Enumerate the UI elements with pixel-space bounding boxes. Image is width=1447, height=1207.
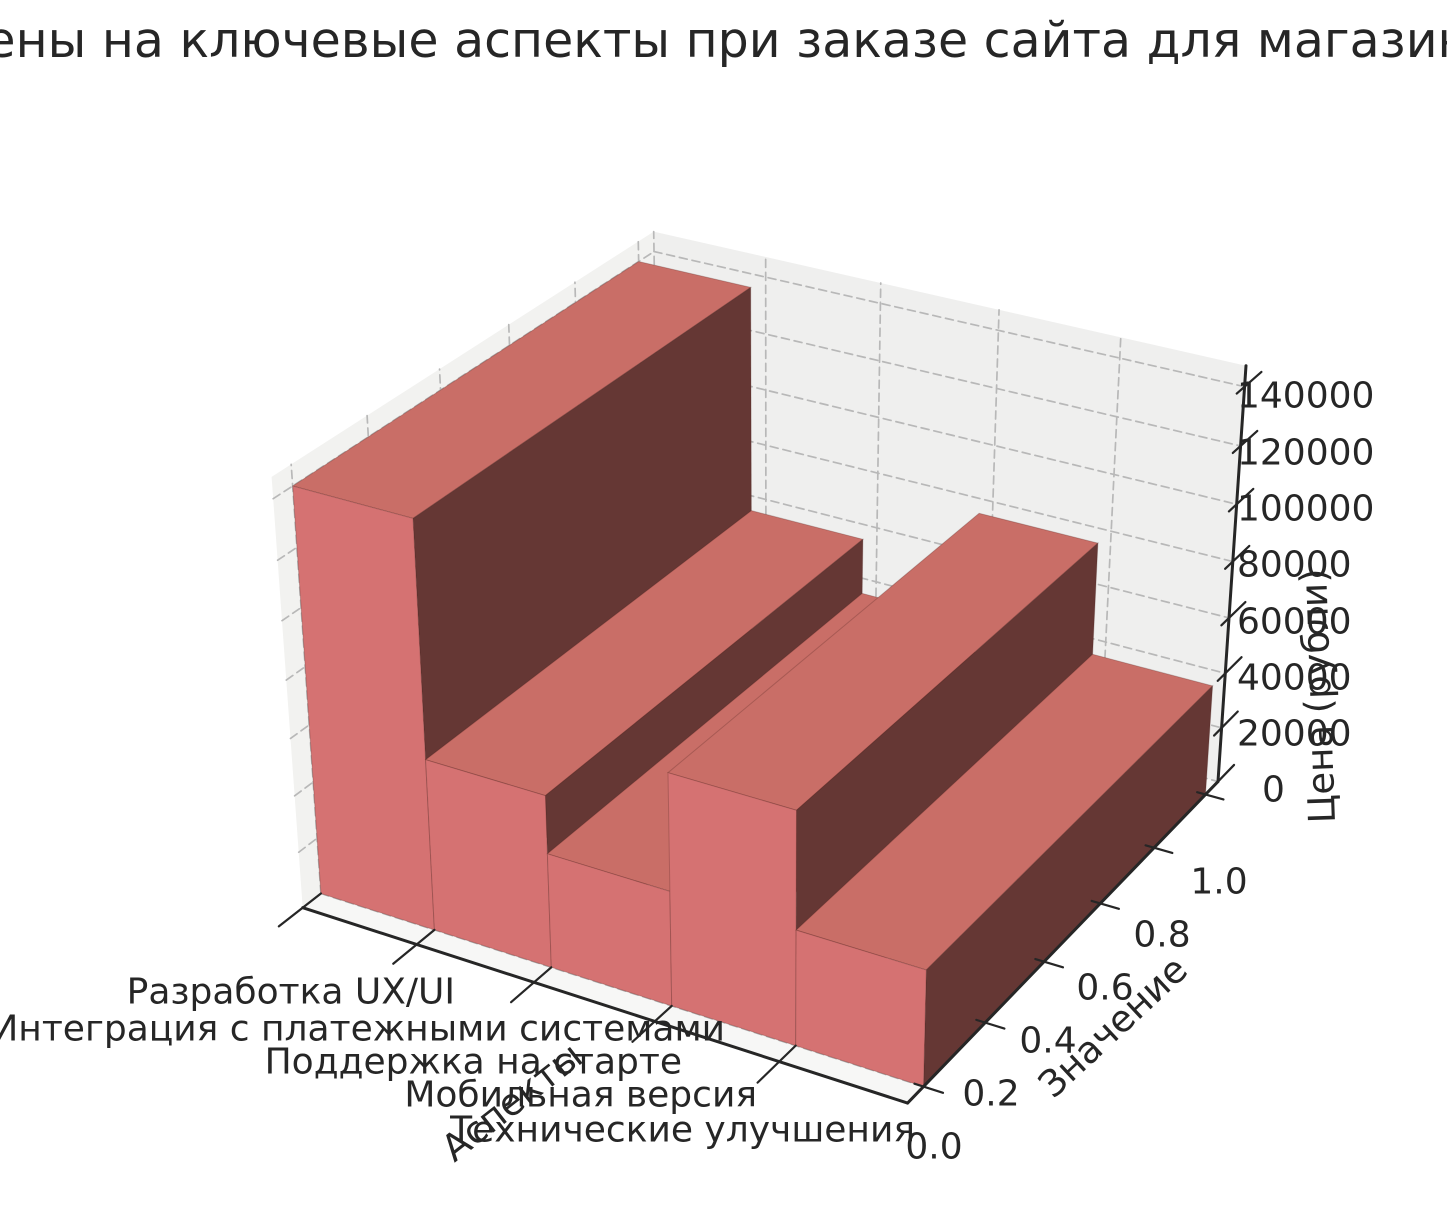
x-tick-label: Разработка UX/UI [126,971,455,1013]
grid-z [655,417,1234,563]
y-tick-mark [1090,899,1120,910]
y-tick-label: 0.8 [1133,914,1191,956]
bar-front-face [795,929,927,1088]
z-tick-label: 20000 [1237,713,1352,755]
x-tick-mark [631,1004,673,1043]
y-tick-mark [1034,957,1065,969]
chart-title: Цены на ключевые аспекты при заказе сайт… [0,12,1447,69]
z-tick-mark [1209,763,1236,791]
grid-z [653,250,1246,388]
bar-front-face [292,485,435,931]
y-tick-mark [1196,791,1225,801]
x-tick-mark [509,966,553,1004]
x-tick-mark [277,892,323,928]
x-spine [301,906,910,1105]
z-tick-mark [1216,656,1243,682]
bar-front-face [425,759,552,968]
grid-z [656,470,1230,619]
z-tick-label: 100000 [1237,488,1375,530]
grid-z [654,307,1242,447]
bar-front-face [667,772,798,1047]
z-tick-label: 120000 [1237,432,1375,474]
z-tick-mark [1231,429,1259,455]
z-tick-label: 60000 [1237,601,1352,643]
z-tick-mark [1224,544,1251,570]
y-tick-label: 0.6 [1076,967,1134,1009]
z-tick-label: 0 [1262,769,1285,811]
y-spine [906,780,1220,1105]
z-tick-mark [1235,370,1263,395]
z-tick-label: 40000 [1237,657,1352,699]
y-tick-label: 0.2 [962,1073,1020,1115]
x-tick-label: Технические улучшения [450,1109,915,1151]
y-tick-mark [1144,844,1174,855]
z-spine [1216,364,1248,784]
y-tick-label: 0.0 [905,1126,963,1168]
y-tick-label: 1.0 [1190,861,1248,903]
x-tick-label: Мобильная версия [404,1074,757,1116]
x-tick-mark [392,928,436,965]
z-tick-label: 140000 [1237,375,1375,417]
grid-z [655,362,1238,506]
x-tick-label: Поддержка на старте [264,1041,682,1083]
y-tick-mark [975,1018,1006,1030]
z-tick-mark [1212,710,1239,737]
x-tick-label: Интеграция с платежными системами [0,1008,725,1050]
x-tick-mark [756,1044,797,1084]
z-tick-mark [1220,600,1247,627]
y-tick-label: 0.4 [1019,1020,1077,1062]
y-tick-mark [913,1082,945,1094]
z-tick-label: 80000 [1237,544,1352,586]
z-tick-mark [1227,487,1255,513]
